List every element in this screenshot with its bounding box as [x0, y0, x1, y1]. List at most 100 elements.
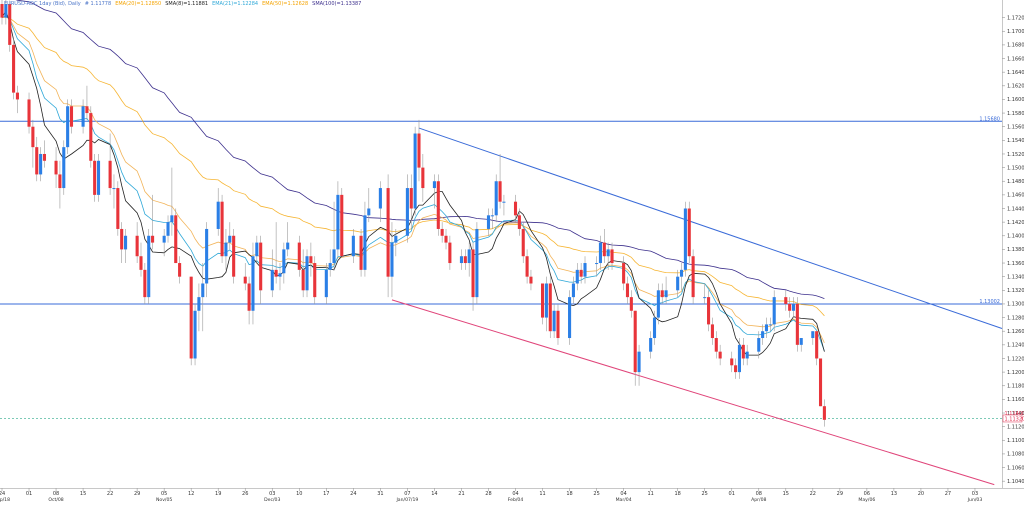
- x-tick-label: 04: [620, 491, 626, 497]
- y-tick-label: 1.12400: [1007, 343, 1024, 349]
- y-tick-label: 1.13600: [1007, 261, 1024, 267]
- candle-up: [653, 318, 656, 338]
- candle-up: [649, 338, 652, 352]
- candle-down: [35, 147, 38, 174]
- x-tick-label: 06: [864, 491, 870, 497]
- candle-up: [251, 256, 254, 311]
- y-tick-label: 1.14800: [1007, 179, 1024, 185]
- candle-down: [309, 256, 312, 263]
- candle-up: [39, 154, 42, 174]
- y-tick-label: 1.13400: [1007, 274, 1024, 280]
- x-tick-label: 25: [593, 491, 599, 497]
- candle-up: [255, 243, 258, 257]
- candle-down: [85, 106, 88, 113]
- candle-down: [441, 229, 444, 236]
- candle-down: [518, 215, 521, 229]
- candle-up: [286, 243, 289, 250]
- candle-up: [282, 249, 285, 273]
- candle-down: [27, 99, 30, 126]
- candle-down: [55, 161, 58, 175]
- candle-up: [811, 331, 814, 338]
- candle-up: [414, 134, 417, 209]
- candle-up: [305, 256, 308, 290]
- price-level-label: 1.11400: [1005, 411, 1024, 417]
- horizontal-level-label: 1.13002: [979, 299, 1000, 305]
- candle-up: [738, 345, 741, 372]
- candle-up: [194, 311, 197, 359]
- x-tick-label: 04: [512, 491, 518, 497]
- legend-item: EMA(20)=1.12850: [115, 1, 161, 7]
- candle-up: [568, 297, 571, 338]
- legend-item: EMA(50)=1.12628: [262, 1, 308, 7]
- candle-up: [460, 256, 463, 263]
- candle-up: [112, 188, 115, 189]
- candle-down: [340, 195, 343, 256]
- candle-down: [692, 256, 695, 297]
- x-tick-label: 01: [26, 491, 32, 497]
- candle-down: [313, 263, 316, 297]
- candle-down: [526, 256, 529, 276]
- x-tick-label: 18: [674, 491, 680, 497]
- x-month-label: Jun/03: [967, 497, 983, 503]
- candle-down: [823, 406, 826, 420]
- x-month-label: Apr/08: [751, 497, 766, 503]
- candle-up: [746, 352, 749, 359]
- x-tick-label: 07: [404, 491, 410, 497]
- x-tick-label: 03: [269, 491, 275, 497]
- candle-down: [742, 345, 745, 359]
- candle-up: [680, 270, 683, 277]
- x-tick-label: 29: [134, 491, 140, 497]
- candle-up: [170, 215, 173, 222]
- candle-down: [244, 277, 247, 284]
- candle-down: [784, 297, 787, 304]
- candle-down: [610, 249, 613, 263]
- candle-up: [491, 215, 494, 216]
- y-tick-label: 1.13800: [1007, 247, 1024, 253]
- y-tick-label: 1.10800: [1007, 452, 1024, 458]
- y-tick-label: 1.15400: [1007, 138, 1024, 144]
- x-tick-label: 15: [80, 491, 86, 497]
- candle-up: [228, 236, 231, 243]
- candle-up: [792, 304, 795, 311]
- x-tick-label: 08: [53, 491, 59, 497]
- x-tick-label: 08: [756, 491, 762, 497]
- y-tick-label: 1.15600: [1007, 125, 1024, 131]
- candle-down: [232, 236, 235, 277]
- candle-down: [151, 236, 154, 243]
- y-tick-label: 1.11600: [1007, 397, 1024, 403]
- candle-down: [719, 352, 722, 359]
- x-tick-label: 27: [945, 491, 951, 497]
- candle-down: [93, 161, 96, 195]
- x-tick-label: 13: [891, 491, 897, 497]
- candle-down: [16, 93, 19, 100]
- x-month-label: Feb/04: [508, 497, 524, 503]
- candle-down: [556, 311, 559, 338]
- candle-up: [468, 249, 471, 263]
- candle-down: [421, 168, 424, 188]
- y-tick-label: 1.11000: [1007, 438, 1024, 444]
- candle-up: [333, 249, 336, 263]
- x-month-label: Sep/18: [0, 497, 10, 503]
- candle-down: [139, 256, 142, 270]
- x-tick-label: 05: [161, 491, 167, 497]
- y-tick-label: 1.11800: [1007, 384, 1024, 390]
- candle-down: [174, 215, 177, 263]
- candle-up: [97, 161, 100, 195]
- candle-down: [302, 270, 305, 290]
- candle-up: [406, 188, 409, 236]
- candle-down: [522, 229, 525, 256]
- x-tick-label: 15: [783, 491, 789, 497]
- candle-up: [201, 283, 204, 297]
- candle-down: [788, 304, 791, 311]
- y-tick-label: 1.10600: [1007, 465, 1024, 471]
- legend-item: # 1.11778: [85, 1, 111, 7]
- candle-down: [248, 283, 251, 310]
- candle-down: [8, 4, 11, 45]
- y-tick-label: 1.16200: [1007, 84, 1024, 90]
- y-tick-label: 1.15000: [1007, 165, 1024, 171]
- candle-up: [761, 331, 764, 338]
- candle-up: [553, 311, 556, 331]
- candle-down: [796, 304, 799, 345]
- horizontal-level-label: 1.15680: [979, 116, 1000, 122]
